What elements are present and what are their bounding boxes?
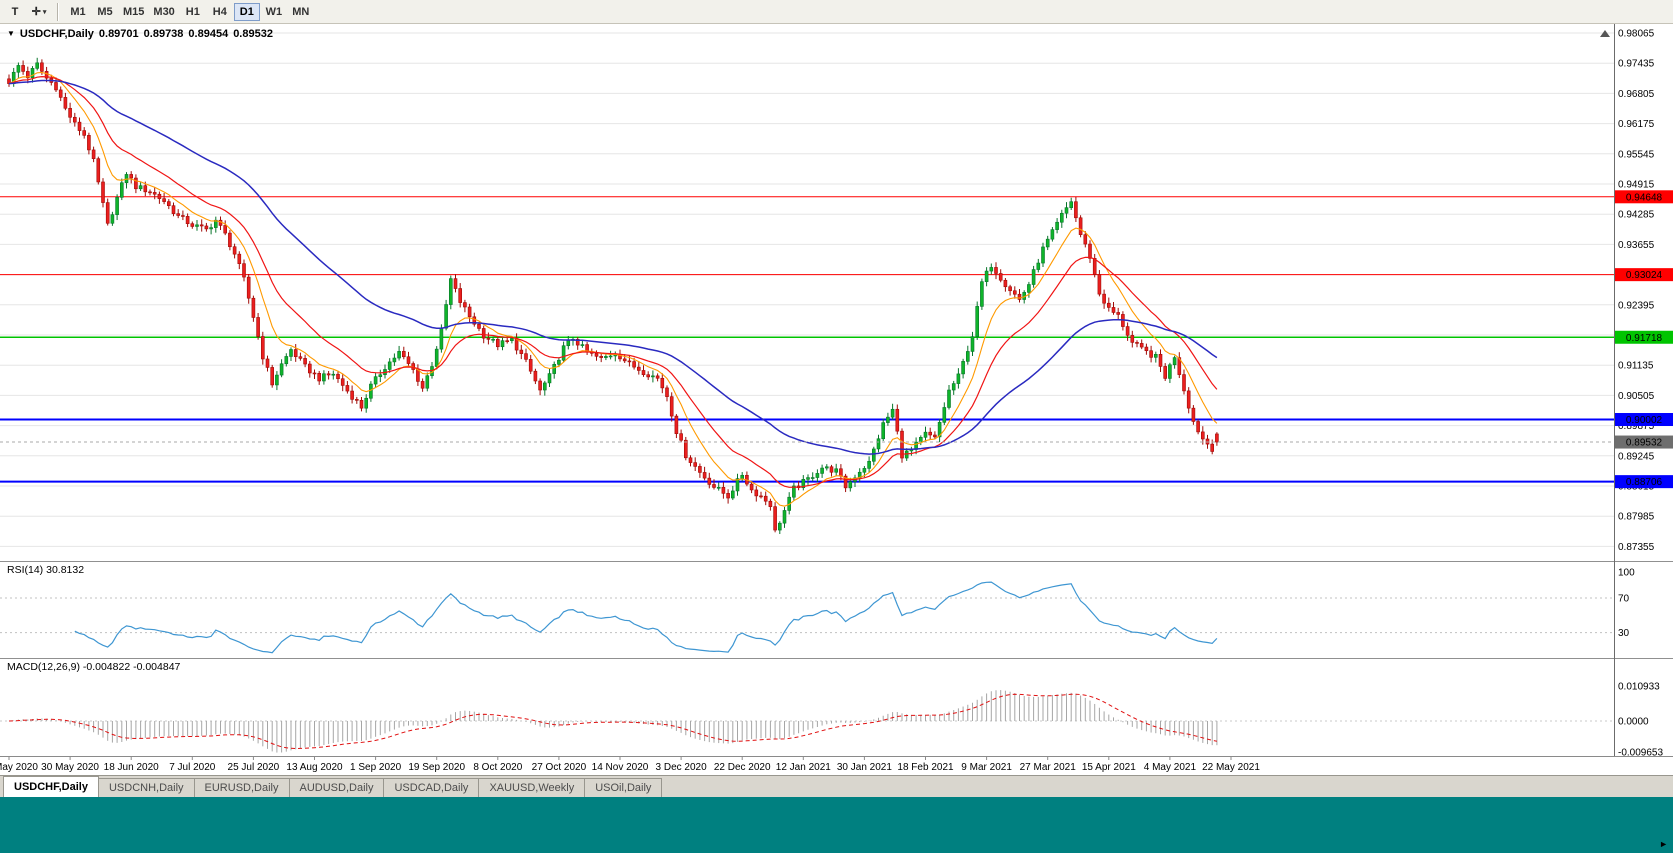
svg-text:30: 30 [1618,628,1630,639]
timeframe-d1[interactable]: D1 [233,2,260,21]
chart-tab-bar: USDCHF,Daily USDCNH,Daily EURUSD,Daily AUDU… [0,775,1673,797]
tab-eurusd-daily[interactable]: EURUSD,Daily [193,778,290,797]
svg-text:0.87985: 0.87985 [1618,512,1655,523]
dropdown-caret-icon: ▾ [42,8,47,16]
svg-text:12 Jan 2021: 12 Jan 2021 [776,762,831,773]
svg-text:0.96805: 0.96805 [1618,89,1655,100]
toolbar-separator [57,2,58,21]
svg-text:0.89245: 0.89245 [1618,451,1655,462]
timeframe-h1[interactable]: H1 [180,3,206,21]
svg-text:1 Sep 2020: 1 Sep 2020 [350,762,402,773]
svg-text:0.92395: 0.92395 [1618,300,1655,311]
svg-text:0.94285: 0.94285 [1618,210,1655,221]
svg-text:9 Mar 2021: 9 Mar 2021 [961,762,1012,773]
tab-usdcnh-daily[interactable]: USDCNH,Daily [97,778,195,797]
svg-text:0.91135: 0.91135 [1618,361,1654,372]
svg-text:0.89875: 0.89875 [1618,421,1655,432]
svg-text:0.93655: 0.93655 [1618,240,1655,251]
svg-text:0.93024: 0.93024 [1626,270,1663,281]
macd-signal-line [8,693,1218,750]
svg-text:-0.009653: -0.009653 [1618,747,1663,758]
svg-text:13 Aug 2020: 13 Aug 2020 [286,762,343,773]
scroll-up-icon [1600,30,1610,37]
svg-text:18 Feb 2021: 18 Feb 2021 [897,762,954,773]
main-chart[interactable]: 0.98065 0.97435 0.96805 0.96175 0.95545 0.949… [0,24,1673,775]
svg-text:3 Dec 2020: 3 Dec 2020 [656,762,708,773]
level-lines [0,196,1614,483]
ma-mid-ema-line [8,75,1218,488]
timeframe-m15[interactable]: M15 [119,3,148,21]
svg-text:0.89532: 0.89532 [1626,438,1663,449]
svg-text:30 May 2020: 30 May 2020 [41,762,99,773]
svg-text:12 May 2020: 12 May 2020 [0,762,38,773]
svg-text:14 Nov 2020: 14 Nov 2020 [592,762,649,773]
svg-text:0.95545: 0.95545 [1618,149,1655,160]
timeframe-m1[interactable]: M1 [65,3,91,21]
text-tool-icon: T [11,5,19,18]
macd-histogram [13,690,1218,753]
svg-text:22 May 2021: 22 May 2021 [1202,762,1260,773]
svg-text:18 Jun 2020: 18 Jun 2020 [104,762,159,773]
svg-text:0.94648: 0.94648 [1626,192,1663,203]
timeframe-h4[interactable]: H4 [207,3,233,21]
desktop-strip: ► [0,797,1673,853]
scroll-right-icon[interactable]: ► [1659,839,1668,849]
svg-text:27 Oct 2020: 27 Oct 2020 [532,762,587,773]
top-toolbar: T ✛ ▾ M1 M5 M15 M30 H1 H4 D1 W1 MN [0,0,1673,24]
crosshair-tool-button[interactable]: ✛ ▾ [28,2,50,22]
svg-text:0.010933: 0.010933 [1618,682,1660,693]
timeframe-bar: M1 M5 M15 M30 H1 H4 D1 W1 MN [65,2,314,21]
tab-usoil-daily[interactable]: USOil,Daily [584,778,663,797]
text-tool-button[interactable]: T [4,2,26,22]
svg-text:15 Apr 2021: 15 Apr 2021 [1082,762,1136,773]
svg-text:30 Jan 2021: 30 Jan 2021 [837,762,892,773]
svg-text:22 Dec 2020: 22 Dec 2020 [714,762,771,773]
tab-usdchf-daily[interactable]: USDCHF,Daily [3,776,99,797]
svg-text:8 Oct 2020: 8 Oct 2020 [473,762,522,773]
tab-usdcad-daily[interactable]: USDCAD,Daily [383,778,480,797]
crosshair-icon: ✛ [31,6,41,18]
svg-text:0.97435: 0.97435 [1618,59,1655,70]
timeframe-mn[interactable]: MN [288,3,314,21]
timeframe-m5[interactable]: M5 [92,3,118,21]
svg-text:4 May 2021: 4 May 2021 [1144,762,1197,773]
svg-text:0.88706: 0.88706 [1626,477,1663,488]
timeframe-w1[interactable]: W1 [261,3,287,21]
svg-text:0.96175: 0.96175 [1618,119,1655,130]
svg-text:0.90002: 0.90002 [1626,415,1663,426]
bid-price-box [1615,435,1673,449]
svg-text:0.90505: 0.90505 [1618,391,1655,402]
svg-text:7 Jul 2020: 7 Jul 2020 [169,762,216,773]
svg-text:100: 100 [1618,568,1635,579]
rsi-line [74,581,1218,654]
tab-xauusd-weekly[interactable]: XAUUSD,Weekly [478,778,586,797]
svg-text:70: 70 [1618,593,1630,604]
svg-text:0.87355: 0.87355 [1618,542,1655,553]
svg-text:0.94915: 0.94915 [1618,180,1655,191]
svg-text:0.0000: 0.0000 [1618,717,1649,728]
svg-text:25 Jul 2020: 25 Jul 2020 [228,762,280,773]
candles-layer [7,57,1219,535]
price-level-boxes: 0.94648 0.93024 0.91718 0.90002 0.88706 0.895… [1615,190,1673,489]
timeframe-m30[interactable]: M30 [149,3,178,21]
tab-audusd-daily[interactable]: AUDUSD,Daily [288,778,385,797]
ma-fast-ema-line [8,71,1218,507]
svg-text:19 Sep 2020: 19 Sep 2020 [408,762,465,773]
svg-text:0.91718: 0.91718 [1626,333,1663,344]
svg-text:0.98065: 0.98065 [1618,29,1655,40]
svg-text:27 Mar 2021: 27 Mar 2021 [1020,762,1077,773]
ma-slow-ema-line [8,79,1218,455]
